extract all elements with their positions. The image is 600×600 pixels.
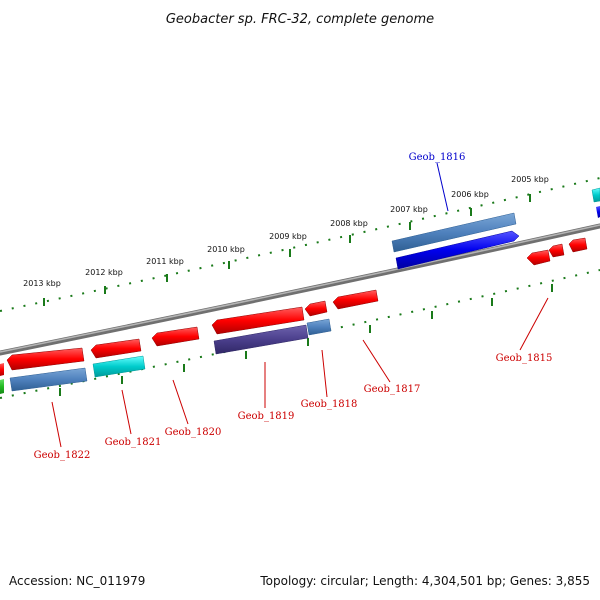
gene-label-geob-1817: Geob_1817	[364, 384, 421, 395]
gene-arrow	[332, 289, 379, 310]
gene-arrow	[151, 326, 200, 347]
gene-arrow	[306, 318, 332, 336]
gene-arrow	[213, 324, 309, 355]
outer-scale-ring	[0, 177, 600, 312]
reverse-strand-genes	[0, 237, 588, 394]
kbp-label: 2008 kbp	[330, 219, 368, 228]
gene-label-geob-1815: Geob_1815	[496, 353, 553, 364]
kbp-label: 2012 kbp	[85, 268, 123, 277]
gene-label-geob-1819: Geob_1819	[238, 411, 295, 422]
inner-major-ticks	[59, 284, 553, 396]
gene-arrow	[6, 347, 85, 371]
gene-labels: Geob_1816 Geob_1815 Geob_1817 Geob_1818 …	[34, 152, 553, 461]
kbp-label: 2011 kbp	[146, 257, 184, 266]
kbp-label: 2006 kbp	[451, 190, 489, 199]
gene-label-geob-1821: Geob_1821	[105, 437, 162, 448]
gene-label-geob-1818: Geob_1818	[301, 399, 358, 410]
gene-arrow	[526, 249, 551, 266]
gene-arrow	[591, 187, 600, 203]
kbp-label: 2007 kbp	[390, 205, 428, 214]
gene-arrow	[304, 300, 328, 317]
kbp-label: 2005 kbp	[511, 175, 549, 184]
kbp-label: 2010 kbp	[207, 245, 245, 254]
kbp-label: 2013 kbp	[23, 279, 61, 288]
gene-arrow	[391, 212, 517, 253]
kbp-labels: 2005 kbp 2006 kbp 2007 kbp 2008 kbp 2009…	[23, 175, 549, 288]
inner-scale-ring	[0, 269, 600, 399]
accession-text: Accession: NC_011979	[9, 574, 145, 588]
gene-arrow	[9, 367, 88, 392]
genome-backbone	[0, 223, 600, 356]
gene-label-geob-1820: Geob_1820	[165, 427, 222, 438]
map-title: Geobacter sp. FRC-32, complete genome	[166, 12, 434, 27]
outer-major-ticks	[43, 194, 531, 306]
gene-arrow	[0, 363, 4, 376]
gene-arrow	[395, 230, 520, 270]
kbp-label: 2009 kbp	[269, 232, 307, 241]
gene-arrow	[0, 379, 4, 394]
gene-arrow	[90, 338, 142, 359]
gene-arrow	[596, 206, 600, 218]
gene-arrow	[211, 306, 305, 335]
genome-summary-text: Topology: circular; Length: 4,304,501 bp…	[259, 574, 590, 588]
gene-label-geob-1816: Geob_1816	[409, 152, 466, 163]
gene-arrow	[92, 355, 146, 378]
gene-arrow	[568, 237, 588, 253]
forward-strand-genes	[391, 187, 600, 270]
gene-arrow	[548, 243, 565, 258]
gene-leader-lines	[51, 162, 549, 448]
gene-label-geob-1822: Geob_1822	[34, 450, 91, 461]
